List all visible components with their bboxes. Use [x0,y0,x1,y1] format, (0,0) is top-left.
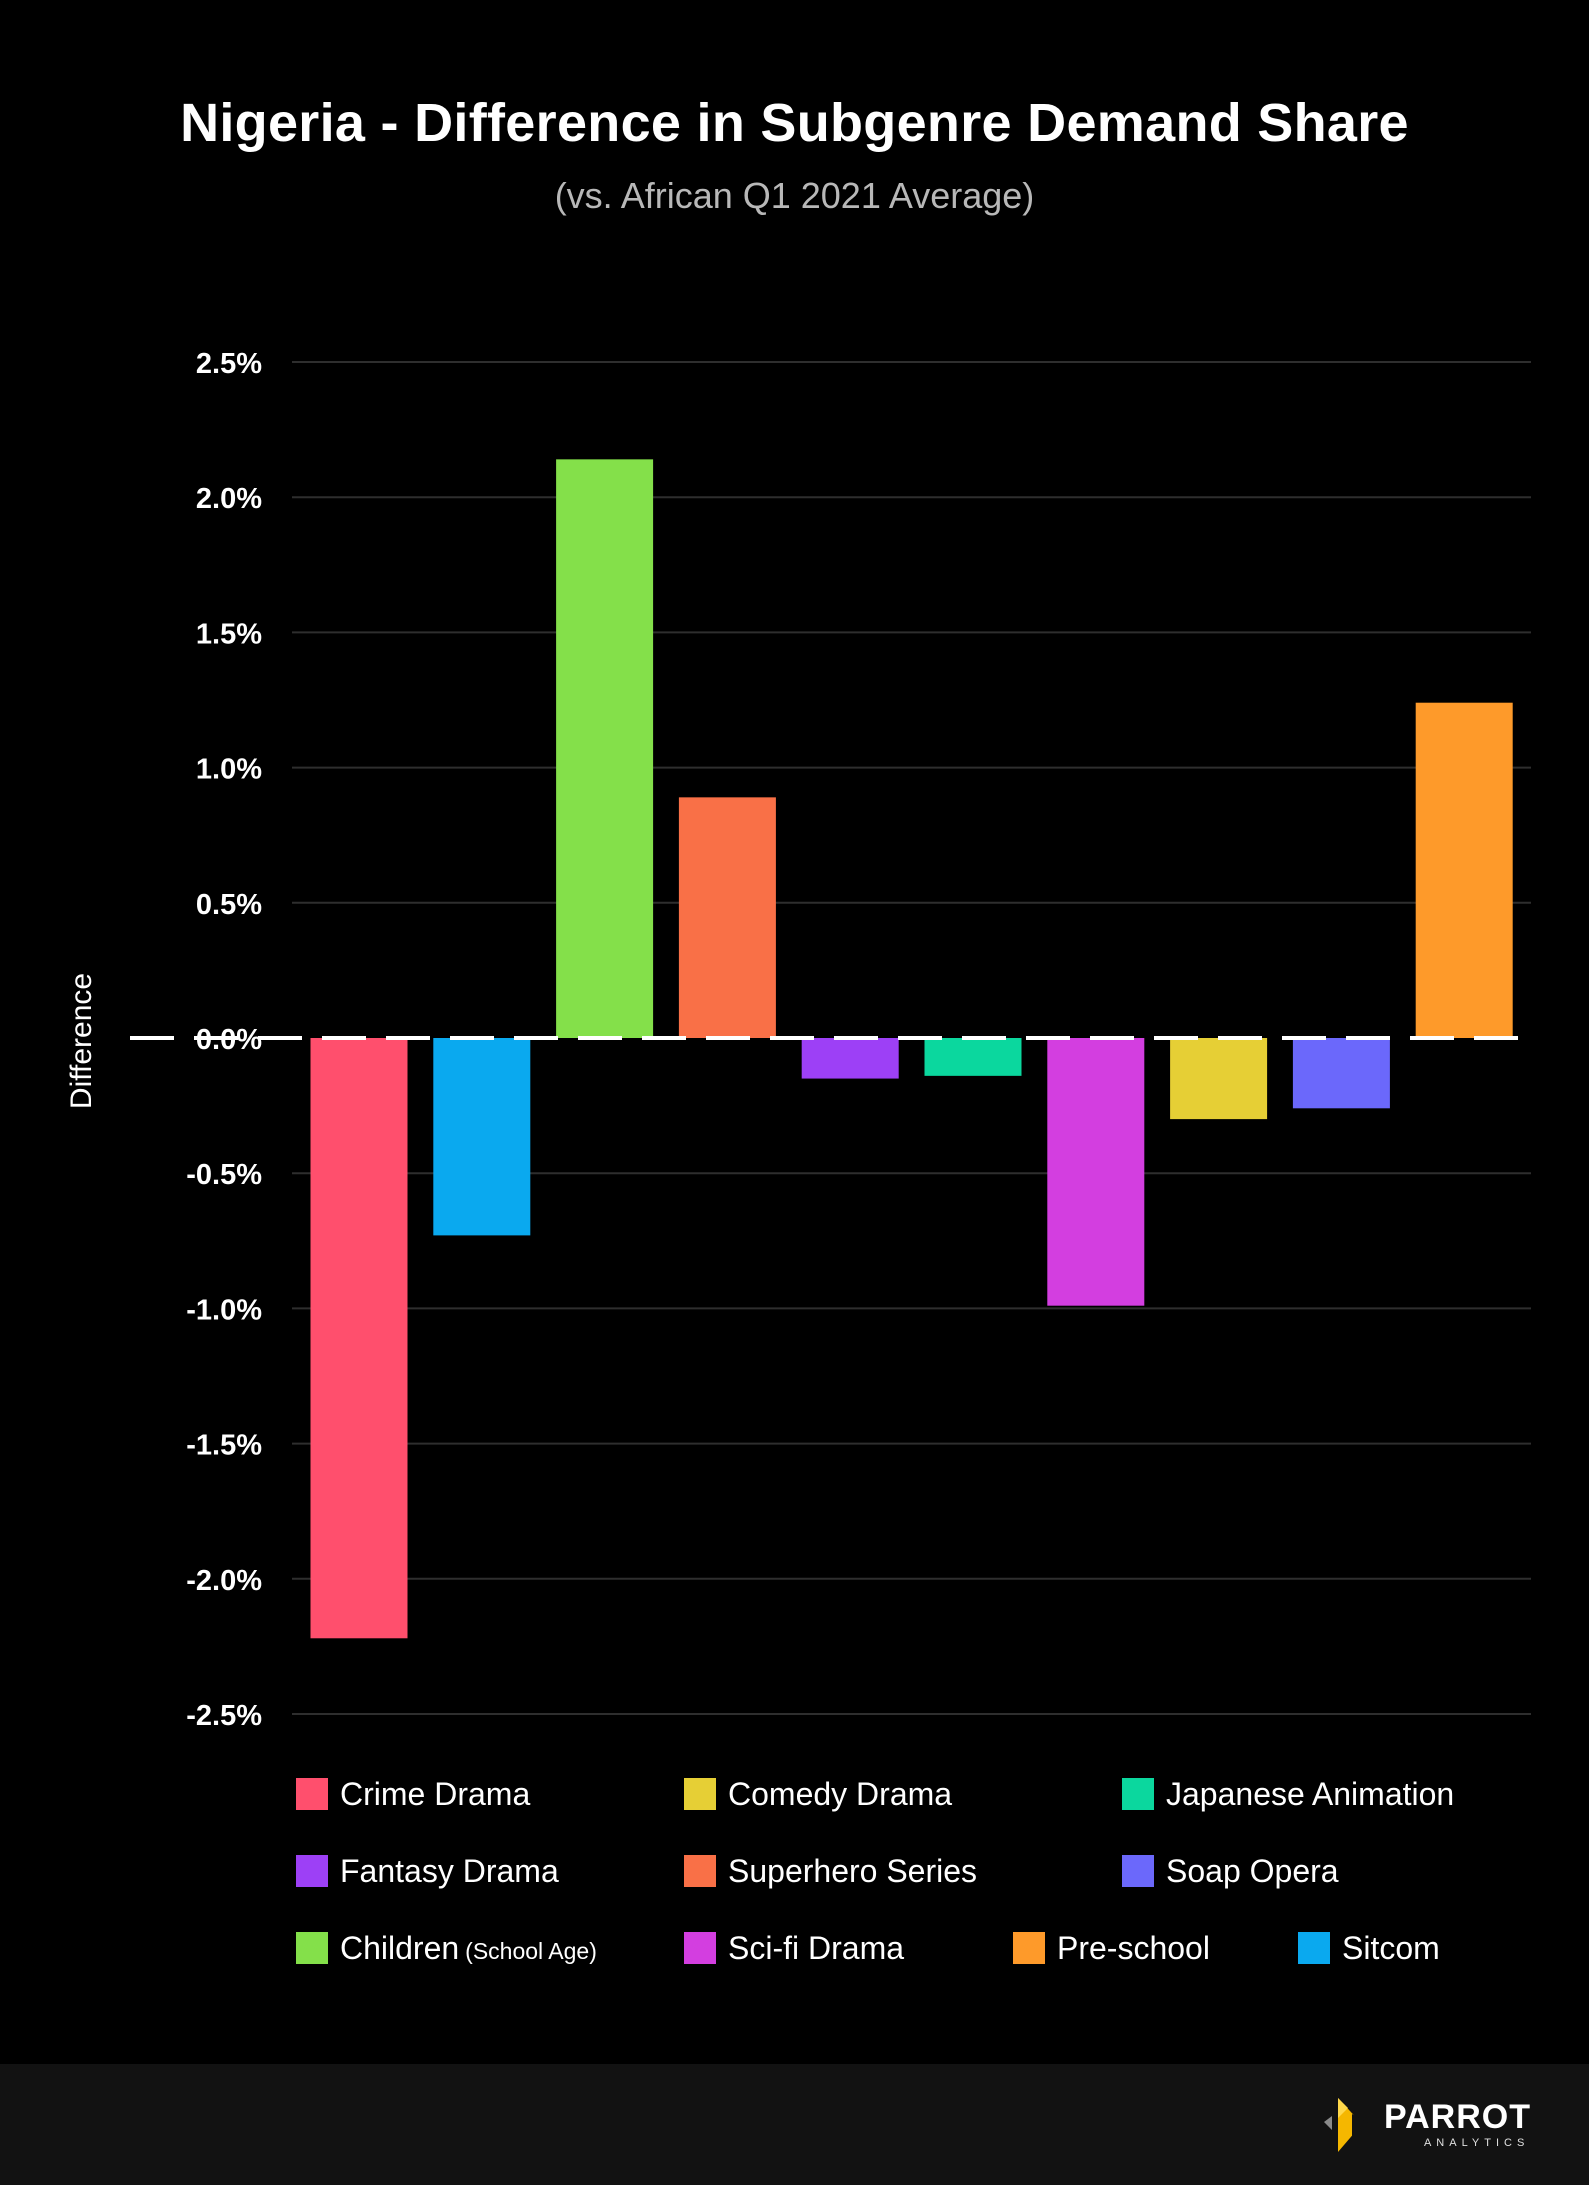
bar-fantasy-drama [801,1038,899,1079]
brand-logo: PARROT ANALYTICS [1322,2094,1531,2154]
bar-chart: 2.5%2.0%1.5%1.0%0.5%0.0%-0.5%-1.0%-1.5%-… [130,348,1531,1732]
y-tick-label: 2.0% [196,483,262,515]
legend-swatch [1122,1855,1154,1887]
legend-item-comedy-drama: Comedy Drama [684,1774,952,1814]
legend-item-superhero-series: Superhero Series [684,1851,977,1891]
legend-label: Crime Drama [340,1775,531,1812]
legend-item-children: Children (School Age) [296,1928,597,1968]
bar-sci-fi-drama [1047,1038,1145,1306]
y-axis-label: Difference [65,972,98,1110]
y-tick-label: -1.5% [186,1430,262,1462]
legend-swatch [1298,1932,1330,1964]
y-tick-label: 1.5% [196,618,262,650]
bar-children-school-age [556,459,654,1038]
legend-item-soap-opera: Soap Opera [1122,1851,1339,1891]
legend-label: Sci-fi Drama [728,1929,905,1966]
legend-swatch [296,1932,328,1964]
footer-bar: PARROT ANALYTICS [0,2064,1589,2185]
legend-swatch [1013,1932,1045,1964]
y-tick-label: 1.0% [196,754,262,786]
legend-item-japanese-animation: Japanese Animation [1122,1774,1454,1814]
bar-comedy-drama [1170,1038,1268,1120]
legend-swatch [684,1778,716,1810]
legend-swatch [296,1778,328,1810]
bar-sitcom [433,1038,531,1236]
legend-label: Sitcom [1342,1929,1440,1966]
legend-swatch [296,1855,328,1887]
parrot-logo-icon [1323,2098,1370,2152]
bar-crime-drama [310,1038,408,1639]
y-tick-label: -2.0% [186,1565,262,1597]
legend-label: Fantasy Drama [340,1852,559,1889]
legend-label: Pre-school [1057,1929,1210,1966]
bars [310,459,1513,1639]
y-tick-label: 0.5% [196,889,262,921]
legend-swatch [684,1855,716,1887]
bar-soap-opera [1292,1038,1390,1109]
legend-label: Children [340,1929,460,1966]
legend-label: Japanese Animation [1166,1775,1455,1812]
legend-item-fantasy-drama: Fantasy Drama [296,1851,559,1891]
y-tick-label: -0.5% [186,1159,262,1191]
legend-swatch [684,1932,716,1964]
bar-japanese-animation [924,1038,1022,1076]
brand-name: PARROT [1383,2097,1531,2136]
legend-label: Superhero Series [728,1852,978,1889]
y-tick-label: -2.5% [186,1700,262,1732]
chart-subtitle: (vs. African Q1 2021 Average) [554,175,1035,216]
brand-subname: ANALYTICS [1423,2136,1530,2149]
y-tick-label: -1.0% [186,1294,262,1326]
bar-superhero-series [678,797,776,1038]
legend-item-crime-drama: Crime Drama [296,1774,530,1814]
legend-swatch [1122,1778,1154,1810]
bar-pre-school [1415,702,1513,1038]
legend-label: Soap Opera [1166,1852,1339,1889]
y-tick-label: 2.5% [196,348,262,380]
legend-item-sci-fi-drama: Sci-fi Drama [684,1928,904,1968]
legend-item-pre-school: Pre-school [1013,1928,1210,1968]
legend-item-sitcom: Sitcom [1298,1928,1440,1968]
chart-title: Nigeria - Difference in Subgenre Demand … [180,93,1409,153]
y-tick-labels: 2.5%2.0%1.5%1.0%0.5%0.0%-0.5%-1.0%-1.5%-… [186,348,262,1732]
legend-label: Comedy Drama [728,1775,953,1812]
legend-sublabel: (School Age) [465,1937,597,1964]
